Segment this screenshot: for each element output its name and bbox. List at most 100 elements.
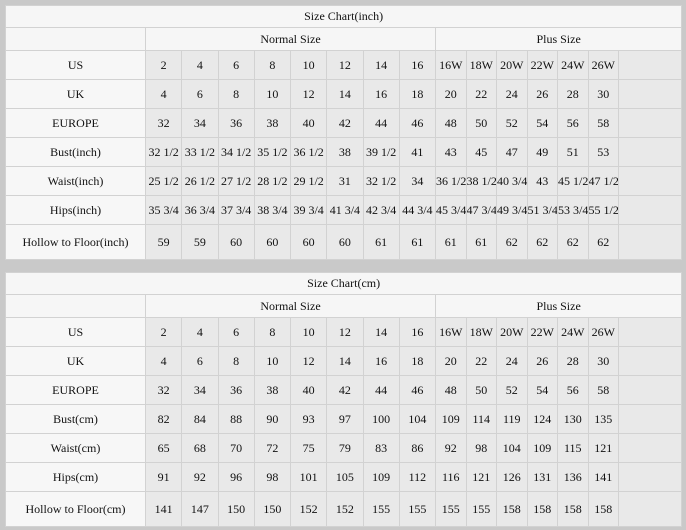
cell-empty: [617, 317, 683, 347]
table-row: UK 4 6 8 10 12 14 16 18 20 22 24 26 28 30: [5, 79, 683, 109]
cell-normal: 88: [217, 404, 255, 434]
cell-empty: [617, 79, 683, 109]
cell-plus: 52: [496, 108, 528, 138]
row-label: EUROPE: [5, 375, 146, 405]
cell-plus: 136: [557, 462, 589, 492]
cell-plus: 20: [435, 346, 467, 376]
cell-normal: 4: [181, 50, 219, 80]
cell-plus: 22: [465, 346, 497, 376]
cell-plus: 135: [587, 404, 619, 434]
cell-normal: 6: [217, 50, 255, 80]
cell-plus: 98: [465, 433, 497, 463]
row-label: Waist(inch): [5, 166, 146, 196]
cell-plus: 62: [526, 224, 558, 260]
cell-plus: 45: [465, 137, 497, 167]
cell-plus: 130: [557, 404, 589, 434]
cell-normal: 44: [362, 108, 400, 138]
cell-plus: 43: [526, 166, 558, 196]
cell-plus: 16W: [435, 317, 467, 347]
cell-normal: 98: [253, 462, 292, 492]
cell-plus: 61: [465, 224, 497, 260]
cell-normal: 31: [326, 166, 364, 196]
cell-normal: 32: [144, 108, 183, 138]
group-row: Normal Size Plus Size: [5, 294, 683, 318]
cell-normal: 32 1/2: [144, 137, 183, 167]
cell-plus: 28: [557, 79, 589, 109]
cell-plus: 49: [526, 137, 558, 167]
row-label: Hollow to Floor(inch): [5, 224, 146, 260]
table-row: Bust(inch) 32 1/2 33 1/2 34 1/2 35 1/2 36 1/2…: [5, 137, 683, 167]
cell-normal: 75: [289, 433, 328, 463]
cell-normal: 12: [326, 50, 364, 80]
cell-normal: 61: [362, 224, 400, 260]
cell-normal: 8: [217, 79, 255, 109]
cell-plus: 26: [526, 346, 558, 376]
cell-empty: [617, 50, 683, 80]
cell-normal: 29 1/2: [289, 166, 328, 196]
cell-plus: 124: [526, 404, 558, 434]
cell-plus: 62: [496, 224, 528, 260]
cell-plus: 24: [496, 79, 528, 109]
cell-normal: 72: [253, 433, 292, 463]
cell-plus: 47 3/4: [465, 195, 497, 225]
cell-plus: 45 1/2: [557, 166, 589, 196]
table-row: Hips(inch) 35 3/4 36 3/4 37 3/4 38 3/4 39 3/4…: [5, 195, 683, 225]
cell-normal: 86: [398, 433, 437, 463]
cell-normal: 36: [217, 375, 255, 405]
cell-plus: 22: [465, 79, 497, 109]
cell-plus: 26W: [587, 317, 619, 347]
cell-empty: [617, 491, 683, 527]
cell-plus: 50: [465, 108, 497, 138]
group-normal-size: Normal Size: [145, 27, 436, 51]
table-row: Waist(cm) 65 68 70 72 75 79 83 86 92 98 104 109 115 12…: [5, 433, 683, 463]
cell-plus: 51: [557, 137, 589, 167]
cell-plus: 114: [465, 404, 497, 434]
cell-normal: 36 3/4: [181, 195, 219, 225]
cell-plus: 58: [587, 108, 619, 138]
cell-normal: 14: [326, 346, 364, 376]
cell-normal: 41: [398, 137, 437, 167]
cell-plus: 58: [587, 375, 619, 405]
cell-plus: 47: [496, 137, 528, 167]
cell-normal: 4: [181, 317, 219, 347]
cell-normal: 2: [144, 50, 183, 80]
cell-plus: 40 3/4: [496, 166, 528, 196]
cell-plus: 54: [526, 375, 558, 405]
cell-normal: 38 3/4: [253, 195, 292, 225]
row-label: Hips(cm): [5, 462, 146, 492]
cell-plus: 92: [435, 433, 467, 463]
cell-normal: 92: [181, 462, 219, 492]
group-plus-size: Plus Size: [434, 27, 683, 51]
cell-normal: 34: [398, 166, 437, 196]
cell-normal: 35 3/4: [144, 195, 183, 225]
cell-normal: 27 1/2: [217, 166, 255, 196]
cell-normal: 104: [398, 404, 437, 434]
cell-normal: 96: [217, 462, 255, 492]
cell-plus: 38 1/2: [465, 166, 497, 196]
cell-plus: 30: [587, 346, 619, 376]
table-row: Waist(inch) 25 1/2 26 1/2 27 1/2 28 1/2 29 1/…: [5, 166, 683, 196]
cell-empty: [617, 346, 683, 376]
cell-plus: 158: [587, 491, 619, 527]
cell-normal: 38: [253, 375, 292, 405]
cell-plus: 48: [435, 375, 467, 405]
cell-normal: 141: [144, 491, 183, 527]
table-row: EUROPE 32 34 36 38 40 42 44 46 48 50 52 54 56 58: [5, 108, 683, 138]
cell-normal: 40: [289, 108, 328, 138]
cell-plus: 121: [587, 433, 619, 463]
cell-normal: 39 3/4: [289, 195, 328, 225]
cell-normal: 10: [289, 317, 328, 347]
cell-plus: 45 3/4: [435, 195, 467, 225]
table-row: US 2 4 6 8 10 12 14 16 16W 18W 20W 22W 24W 26W: [5, 50, 683, 80]
cell-normal: 14: [326, 79, 364, 109]
table-row: UK 4 6 8 10 12 14 16 18 20 22 24 26 28 30: [5, 346, 683, 376]
cell-normal: 10: [253, 346, 292, 376]
cell-empty: [617, 404, 683, 434]
cell-normal: 34 1/2: [217, 137, 255, 167]
row-label: Bust(cm): [5, 404, 146, 434]
cell-plus: 50: [465, 375, 497, 405]
cell-plus: 56: [557, 108, 589, 138]
cell-plus: 28: [557, 346, 589, 376]
cell-plus: 47 1/2: [587, 166, 619, 196]
cell-normal: 6: [181, 346, 219, 376]
